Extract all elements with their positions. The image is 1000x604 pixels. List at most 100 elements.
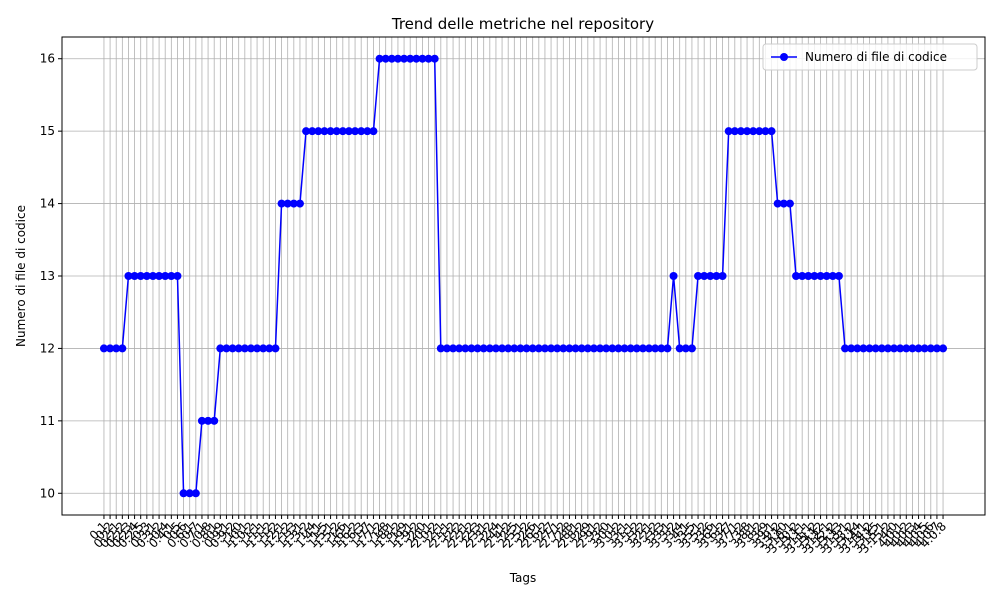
point-marker — [210, 416, 219, 425]
point-marker — [351, 127, 360, 136]
point-marker — [259, 344, 268, 353]
plot-frame — [61, 36, 986, 516]
point-marker — [430, 54, 439, 63]
point-marker — [400, 54, 409, 63]
point-marker — [142, 272, 151, 280]
point-marker — [816, 272, 825, 280]
point-marker — [804, 272, 813, 280]
point-marker — [406, 54, 415, 63]
point-marker — [393, 54, 402, 63]
point-marker — [167, 272, 176, 280]
point-marker — [822, 272, 831, 280]
point-marker — [344, 127, 353, 136]
point-marker — [498, 344, 507, 353]
point-marker — [161, 272, 170, 280]
point-marker — [326, 127, 335, 136]
point-marker — [375, 54, 384, 63]
point-marker — [442, 344, 451, 353]
point-marker — [332, 127, 341, 136]
point-marker — [871, 344, 880, 353]
point-marker — [785, 199, 794, 208]
point-marker — [553, 344, 562, 353]
point-marker — [736, 127, 745, 136]
point-marker — [718, 272, 727, 280]
point-marker — [767, 127, 776, 136]
point-marker — [479, 344, 488, 353]
point-marker — [920, 344, 929, 353]
point-marker — [828, 272, 837, 280]
point-marker — [596, 344, 605, 353]
point-marker — [369, 127, 378, 136]
point-marker — [320, 127, 329, 136]
point-marker — [522, 344, 531, 353]
point-marker — [246, 344, 255, 353]
point-marker — [773, 199, 782, 208]
point-marker — [620, 344, 629, 353]
point-marker — [222, 344, 231, 353]
point-marker — [565, 344, 574, 353]
point-marker — [638, 344, 647, 353]
y-tick-label: 13 — [40, 269, 55, 283]
point-marker — [779, 199, 788, 208]
point-marker — [810, 272, 819, 280]
point-marker — [130, 272, 139, 280]
point-marker — [681, 344, 690, 353]
point-marker — [240, 344, 249, 353]
point-marker — [651, 344, 660, 353]
point-marker — [173, 272, 182, 280]
point-marker — [204, 416, 213, 425]
point-marker — [148, 272, 157, 280]
point-marker — [890, 344, 899, 353]
point-marker — [749, 127, 758, 136]
point-marker — [528, 344, 537, 353]
point-marker — [877, 344, 886, 353]
point-marker — [669, 272, 678, 280]
y-tick-label: 11 — [40, 414, 55, 428]
point-marker — [547, 344, 556, 353]
y-axis-label: Numero di file di codice — [14, 205, 28, 347]
point-marker — [834, 272, 843, 280]
point-marker — [632, 344, 641, 353]
point-marker — [449, 344, 458, 353]
point-marker — [436, 344, 445, 353]
point-marker — [614, 344, 623, 353]
point-marker — [491, 344, 500, 353]
point-marker — [926, 344, 935, 353]
point-marker — [136, 272, 145, 280]
point-marker — [118, 344, 127, 353]
point-marker — [792, 272, 801, 280]
point-marker — [179, 489, 188, 498]
point-marker — [896, 344, 905, 353]
point-marker — [902, 344, 911, 353]
point-marker — [687, 344, 696, 353]
point-marker — [865, 344, 874, 353]
point-marker — [277, 199, 286, 208]
point-marker — [253, 344, 262, 353]
point-marker — [467, 344, 476, 353]
point-marker — [155, 272, 164, 280]
point-marker — [663, 344, 672, 353]
point-marker — [675, 344, 684, 353]
point-marker — [234, 344, 243, 353]
point-marker — [363, 127, 372, 136]
point-marker — [516, 344, 525, 353]
point-marker — [302, 127, 311, 136]
point-marker — [755, 127, 764, 136]
point-marker — [847, 344, 856, 353]
point-marker — [271, 344, 280, 353]
legend-label: Numero di file di codice — [805, 50, 947, 64]
point-marker — [197, 416, 206, 425]
point-marker — [485, 344, 494, 353]
y-tick-label: 14 — [40, 197, 55, 211]
point-marker — [338, 127, 347, 136]
point-marker — [712, 272, 721, 280]
y-tick-label: 16 — [40, 52, 55, 66]
point-marker — [657, 344, 666, 353]
point-marker — [357, 127, 366, 136]
point-marker — [461, 344, 470, 353]
point-marker — [216, 344, 225, 353]
point-marker — [608, 344, 617, 353]
legend-marker — [780, 53, 788, 61]
point-marker — [106, 344, 115, 353]
